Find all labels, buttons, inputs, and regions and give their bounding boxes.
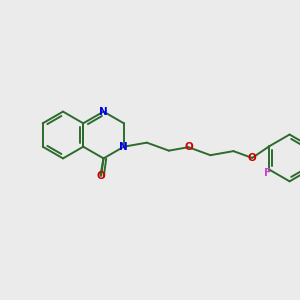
Text: O: O [97, 171, 106, 181]
Text: N: N [99, 106, 108, 117]
Text: O: O [248, 153, 256, 163]
Text: F: F [264, 168, 272, 178]
Text: O: O [184, 142, 193, 152]
Text: N: N [119, 142, 128, 152]
